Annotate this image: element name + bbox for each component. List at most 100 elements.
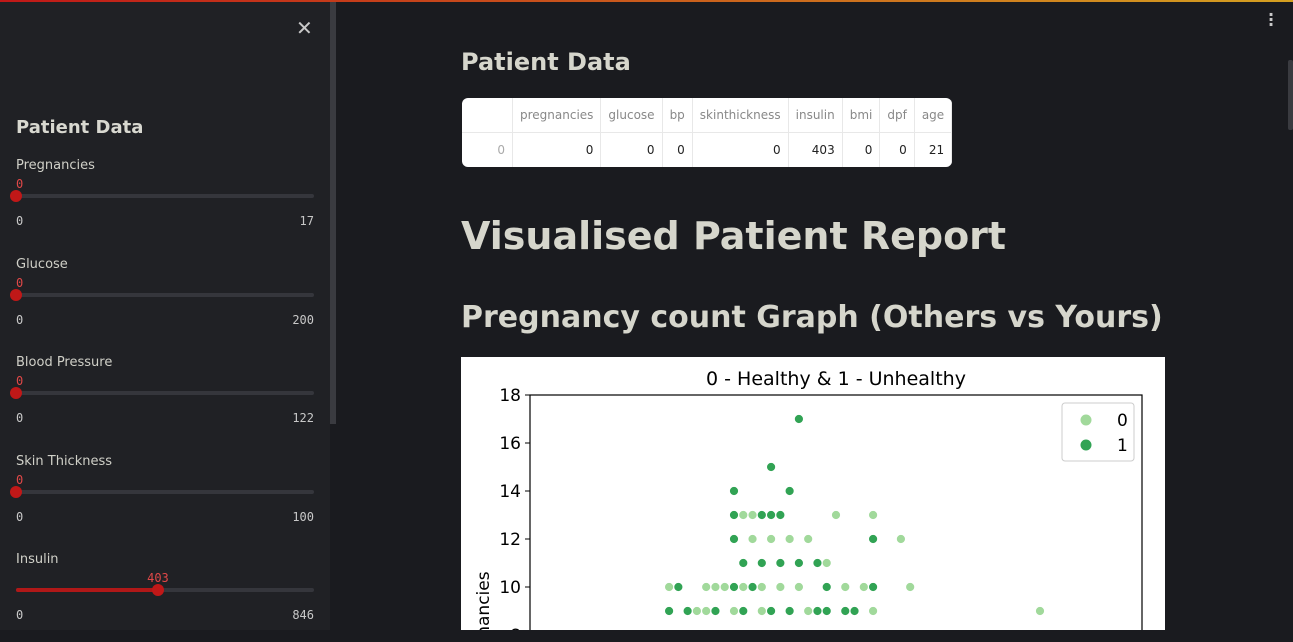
index-header: [462, 98, 513, 133]
slider-track: [16, 292, 314, 297]
menu-button[interactable]: · · ·: [1268, 5, 1275, 34]
scatter-point: [812, 558, 823, 568]
scatter-point: [701, 606, 712, 616]
column-header: bp: [662, 98, 693, 133]
slider-min: 0: [16, 214, 24, 228]
scatter-point: [710, 606, 721, 616]
slider-knob[interactable]: [10, 387, 22, 399]
scatter-point: [840, 582, 851, 592]
table-cell: 0: [662, 132, 693, 167]
y-tick-label: 8: [510, 626, 521, 630]
scatter-point: [905, 582, 916, 592]
scatter-point: [664, 582, 674, 592]
scatter-point: [719, 582, 730, 592]
close-button[interactable]: ✕: [296, 16, 313, 40]
scatter-point: [756, 606, 767, 616]
slider-value: 0: [16, 275, 24, 290]
column-header: insulin: [788, 98, 843, 133]
scatter-point: [812, 606, 823, 616]
column-header: bmi: [842, 98, 881, 133]
slider-track: [16, 194, 314, 198]
scatter-point: [729, 486, 739, 496]
scatter-point: [849, 606, 860, 616]
slider: Insulin 403 0 846: [16, 552, 314, 642]
y-tick-label: 12: [499, 530, 521, 550]
scatter-point: [682, 606, 693, 616]
scatter-point: [664, 606, 674, 616]
slider-knob[interactable]: [10, 190, 22, 202]
slider-knob[interactable]: [151, 584, 164, 596]
data-header: Patient Data: [461, 48, 631, 76]
column-header: dpf: [879, 98, 915, 133]
table-cell: 0: [879, 132, 915, 167]
slider-min: 0: [16, 608, 24, 622]
scatter-point: [803, 534, 814, 544]
slider-max: 200: [292, 312, 314, 327]
y-axis-label: Pregnancies: [474, 571, 494, 630]
chart: 0 - Healthy & 1 - UnhealthyPregnancies02…: [461, 357, 1165, 630]
scatter-point: [868, 606, 878, 616]
scatter-point: [756, 582, 767, 592]
scatter-point: [766, 462, 776, 472]
slider-track: [16, 588, 314, 592]
scatter-point: [747, 582, 758, 592]
legend-label: 0: [1117, 411, 1128, 431]
scatter-point: [821, 606, 832, 616]
slider-max: 100: [292, 509, 314, 524]
scatter-point: [729, 582, 739, 592]
sidebar-scrollbar[interactable]: [330, 2, 336, 424]
scatter-point: [710, 582, 721, 592]
scatter-point: [729, 606, 739, 616]
y-tick-label: 18: [499, 386, 521, 406]
slider: Pregnancies 0 0 17: [10, 158, 314, 248]
table-header: pregnancies glucose bp skinthickness insulin…: [462, 98, 953, 133]
scatter-point: [803, 606, 814, 616]
scatter-point: [868, 510, 878, 520]
slider: Blood Pressure 0 0 122: [10, 355, 314, 445]
scatter-point: [775, 558, 786, 568]
scatter-point: [794, 414, 804, 424]
top-bar: [0, 0, 1293, 2]
slider-label: Pregnancies: [16, 158, 95, 173]
scatter-point: [729, 510, 739, 520]
main-scrollbar[interactable]: [1288, 60, 1293, 130]
slider-knob[interactable]: [10, 288, 22, 301]
sidebar: ✕ Patient Data Pregnancies 0 0 17 Glucose 0 0 2…: [0, 2, 330, 630]
slider-value: 0: [16, 177, 24, 191]
scatter-point: [1035, 606, 1045, 616]
slider: Skin Thickness 0 0 100: [10, 454, 314, 544]
scatter-point: [692, 606, 702, 616]
scatter-point: [673, 582, 684, 592]
table-cell: 0: [842, 132, 881, 167]
slider-min: 0: [16, 411, 24, 425]
slider-track: [16, 391, 314, 395]
patient-table: pregnancies glucose bp skinthickness insulin…: [462, 98, 953, 167]
scatter-point: [784, 486, 795, 496]
table-cell: 0: [600, 132, 663, 167]
scatter-point: [766, 510, 776, 520]
slider-knob[interactable]: [10, 485, 22, 498]
scatter-point: [858, 582, 869, 592]
scatter-point: [756, 558, 767, 568]
legend-marker: [1079, 438, 1093, 452]
table-cell: 0: [512, 132, 602, 167]
row-index: 0: [462, 132, 513, 167]
table-cell: 0: [692, 132, 789, 167]
scatter-point: [775, 510, 786, 520]
legend-marker: [1079, 413, 1093, 427]
table-row: 0 0 0 0 0 403 0 0 21: [462, 132, 953, 167]
y-tick-label: 14: [499, 482, 521, 502]
scatter-point: [747, 510, 758, 520]
plot-frame: [529, 394, 1143, 630]
report-title: Visualised Patient Report: [461, 214, 1007, 258]
scatter-point: [896, 534, 906, 544]
scatter-point: [775, 582, 786, 592]
scatter-point: [766, 534, 776, 544]
scatter-point: [766, 606, 776, 616]
slider-track: [16, 489, 314, 494]
slider-label: Insulin: [16, 552, 59, 567]
scatter-point: [738, 510, 749, 520]
y-tick-label: 10: [499, 578, 521, 598]
scatter-point: [701, 582, 712, 592]
scatter-point: [729, 534, 739, 544]
